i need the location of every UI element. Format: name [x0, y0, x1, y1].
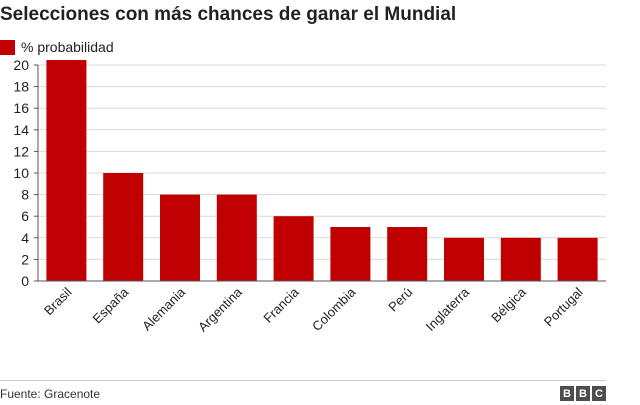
footer-divider: [0, 380, 606, 381]
bar-argentina: [216, 194, 257, 281]
y-tick-label: 0: [21, 273, 29, 289]
y-tick-label: 12: [13, 143, 29, 159]
bbc-logo-letter-2: B: [576, 386, 590, 401]
legend: % probabilidad: [0, 39, 114, 55]
bbc-logo-letter-1: B: [560, 386, 574, 401]
x-tick-label: Argentina: [195, 284, 246, 335]
y-tick-label: 20: [13, 60, 29, 73]
y-tick-label: 6: [21, 208, 29, 224]
y-tick-label: 4: [21, 230, 29, 246]
bar-inglaterra: [444, 237, 484, 281]
bar-francia: [273, 216, 314, 281]
bar-españa: [103, 173, 144, 281]
y-tick-label: 18: [13, 79, 29, 95]
x-tick-label: Francia: [260, 284, 302, 326]
y-tick-label: 2: [21, 251, 29, 267]
legend-swatch: [0, 39, 15, 55]
bar-chart: 0 2 4 6 8 10 12 14 16 18 20 Brasil España Alemania Arg…: [13, 60, 606, 335]
x-tick-label: Inglaterra: [423, 284, 473, 334]
bbc-logo-letter-3: C: [592, 386, 606, 401]
bar-alemania: [160, 194, 200, 281]
bar-perú: [387, 227, 428, 281]
chart-title: Selecciones con más chances de ganar el …: [0, 4, 457, 25]
x-tick-label: Bélgica: [488, 284, 529, 325]
x-tick-label: Colombia: [309, 284, 359, 334]
x-tick-label: Alemania: [139, 284, 188, 333]
bar-brasil: [46, 60, 87, 281]
y-tick-label: 16: [13, 100, 29, 116]
bbc-logo: B B C: [560, 386, 606, 401]
y-tick-label: 10: [13, 165, 29, 181]
bar-colombia: [330, 227, 371, 281]
x-tick-label: Perú: [385, 285, 415, 315]
bar-portugal: [557, 237, 598, 281]
y-tick-label: 8: [21, 187, 29, 203]
x-tick-label: España: [90, 284, 132, 326]
source-note: Fuente: Gracenote: [0, 387, 101, 401]
x-tick-label: Portugal: [541, 284, 586, 329]
legend-label: % probabilidad: [21, 39, 114, 55]
x-tick-label: Brasil: [41, 284, 75, 318]
y-tick-label: 14: [13, 122, 29, 138]
bar-bélgica: [500, 237, 541, 281]
